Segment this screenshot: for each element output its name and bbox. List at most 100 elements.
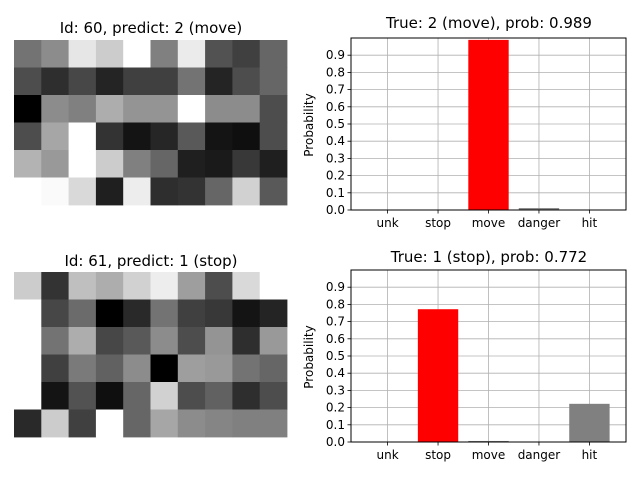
y-tick-label: 0.4: [326, 366, 345, 380]
heatmap-cell: [205, 272, 233, 300]
heatmap-cell: [41, 95, 69, 123]
heatmap-cell: [177, 409, 206, 438]
heatmap-cell: [123, 299, 151, 328]
heatmap-cell: [14, 40, 42, 68]
heatmap-cell: [123, 67, 151, 96]
bar-chart-title: True: 2 (move), prob: 0.989: [385, 14, 592, 32]
heatmap-cell: [41, 272, 69, 300]
plot-frame: [350, 269, 627, 443]
heatmap-cell: [177, 382, 206, 410]
heatmap-cell: [123, 122, 151, 151]
heatmap-cell: [123, 40, 151, 68]
bar-move: [468, 39, 509, 210]
heatmap-cell: [14, 272, 42, 300]
y-tick-label: 0.1: [326, 186, 345, 200]
heatmap-cell: [232, 327, 261, 355]
bar-move: [468, 440, 509, 442]
heatmap-cell: [95, 67, 124, 96]
heatmap-cell: [259, 67, 288, 96]
heatmap-cell: [14, 95, 42, 123]
heatmap-title: Id: 61, predict: 1 (stop): [64, 252, 237, 270]
bar-hit: [569, 403, 610, 442]
heatmap-cell: [14, 67, 42, 96]
heatmap-cell: [232, 299, 261, 328]
y-tick-label: 0.6: [326, 100, 345, 114]
y-tick-label: 0.3: [326, 151, 345, 165]
heatmap-cell: [205, 327, 233, 355]
x-tick-label: unk: [376, 448, 398, 462]
y-tick-label: 0.2: [326, 401, 345, 415]
heatmap-cell: [259, 272, 288, 300]
heatmap-cell: [232, 150, 261, 178]
heatmap-cell: [14, 382, 42, 410]
heatmap-cell: [123, 272, 151, 300]
heatmap-cell: [150, 122, 179, 151]
heatmap-cell: [259, 177, 288, 206]
heatmap-cell: [41, 177, 69, 206]
heatmap-cell: [259, 409, 288, 438]
heatmap-cell: [177, 272, 206, 300]
heatmap-cell: [150, 299, 179, 328]
heatmap-cell: [123, 177, 151, 206]
heatmap-cell: [232, 40, 261, 68]
heatmap-cell: [150, 95, 179, 123]
heatmap-cell: [205, 122, 233, 151]
heatmap-cell: [123, 150, 151, 178]
heatmap-cell: [68, 272, 97, 300]
heatmap-cell: [95, 40, 124, 68]
heatmap-cell: [68, 409, 97, 438]
heatmap-cell: [150, 40, 179, 68]
heatmap-cell: [68, 177, 97, 206]
heatmap-cell: [177, 150, 206, 178]
heatmap-cell: [95, 150, 124, 178]
heatmap-cell: [259, 327, 288, 355]
heatmap-cell: [14, 150, 42, 178]
heatmap-cell: [14, 327, 42, 355]
heatmap-cell: [41, 382, 69, 410]
heatmap-cell: [232, 354, 261, 383]
heatmap-cell: [41, 409, 69, 438]
heatmap-cell: [95, 299, 124, 328]
heatmap-cell: [150, 67, 179, 96]
heatmap-cell: [205, 354, 233, 383]
heatmap-cell: [41, 150, 69, 178]
bar-chart-panel-id-60: True: 2 (move), prob: 0.989 0.0 0.1 0.2 0.3…: [302, 14, 627, 230]
heatmap-cell: [177, 67, 206, 96]
y-tick-label: 0.0: [326, 203, 345, 217]
heatmap-cell: [95, 272, 124, 300]
heatmap-cell: [150, 354, 179, 383]
heatmap-cell: [259, 150, 288, 178]
heatmap-cell: [205, 177, 233, 206]
y-axis-label: Probability: [302, 93, 316, 156]
y-tick-label: 0.9: [326, 280, 345, 294]
heatmap-cell: [259, 40, 288, 68]
y-tick-label: 0.8: [326, 297, 345, 311]
heatmap-cell: [41, 327, 69, 355]
heatmap-cell: [177, 299, 206, 328]
y-tick-label: 0.2: [326, 169, 345, 183]
heatmap-cell: [41, 40, 69, 68]
y-tick-label: 0.0: [326, 435, 345, 449]
heatmap-cell: [95, 95, 124, 123]
heatmap-cell: [205, 299, 233, 328]
heatmap-panel-id-61: Id: 61, predict: 1 (stop): [14, 252, 288, 438]
heatmap-cell: [205, 67, 233, 96]
y-axis-label: Probability: [302, 325, 316, 388]
heatmap-cell: [232, 122, 261, 151]
heatmap-cell: [68, 327, 97, 355]
y-tick-label: 0.6: [326, 332, 345, 346]
y-tick-label: 0.9: [326, 48, 345, 62]
heatmap-cell: [232, 177, 261, 206]
heatmap-cell: [150, 272, 179, 300]
x-tick-label: stop: [425, 216, 451, 230]
heatmap-cell: [150, 327, 179, 355]
heatmap-cell: [68, 95, 97, 123]
x-tick-label: hit: [582, 448, 598, 462]
heatmap-cell: [232, 95, 261, 123]
heatmap-cell: [95, 327, 124, 355]
heatmap-cell: [150, 409, 179, 438]
y-tick-label: 0.5: [326, 117, 345, 131]
heatmap-cell: [14, 177, 42, 206]
heatmap-cell: [123, 382, 151, 410]
